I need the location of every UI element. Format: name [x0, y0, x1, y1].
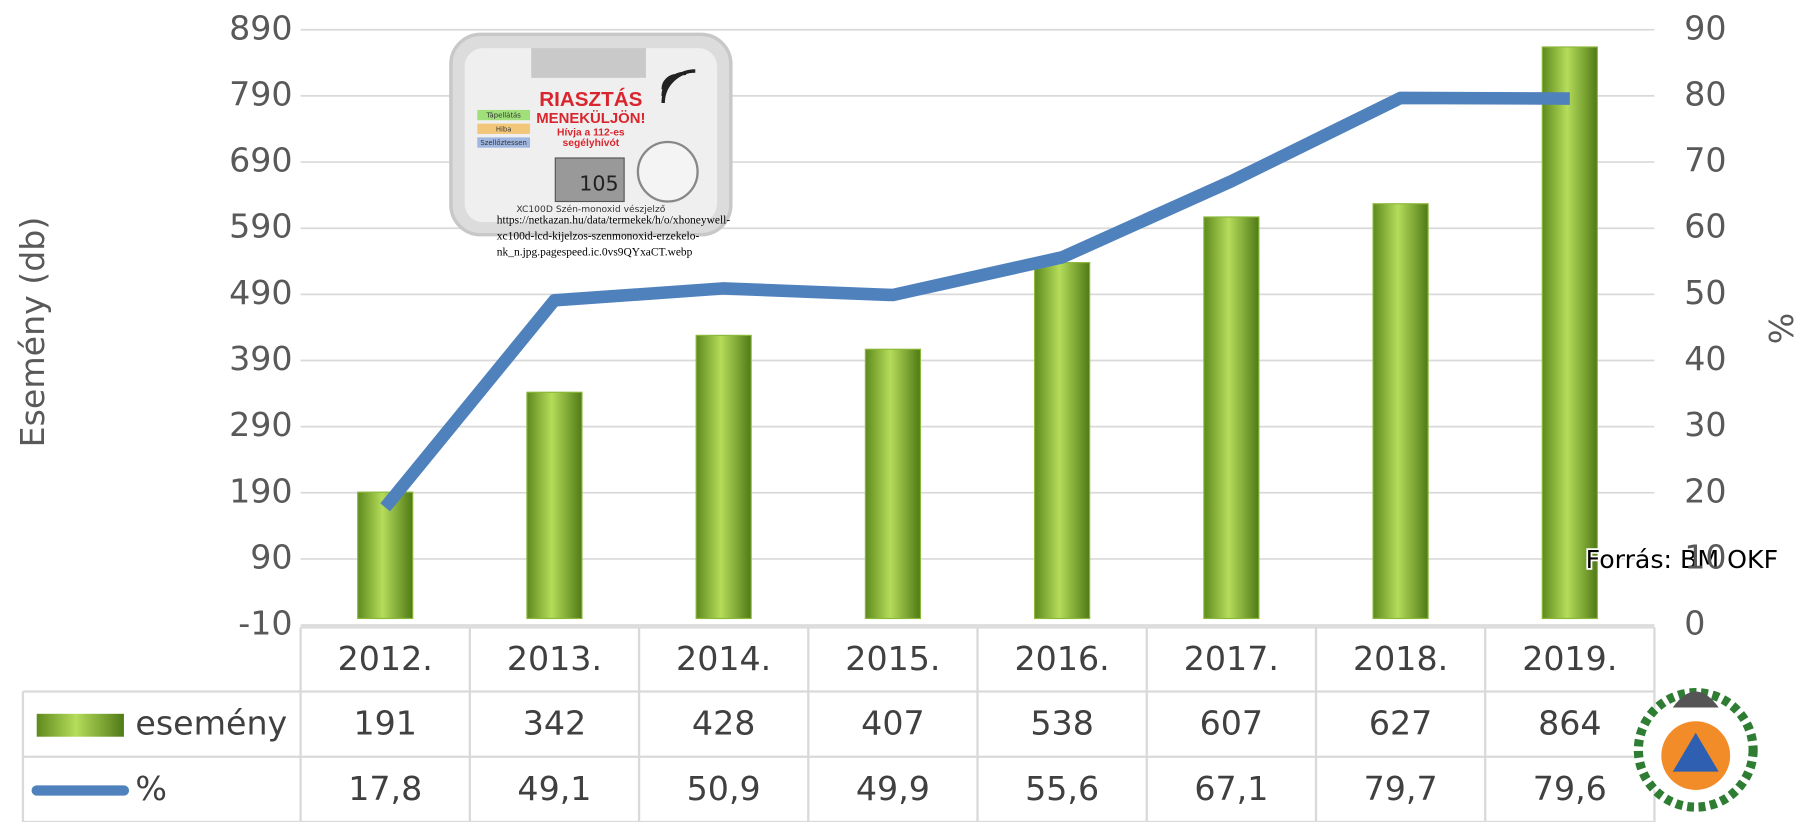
- bar: [1541, 46, 1598, 620]
- table-value: 67,1: [1194, 769, 1268, 808]
- table-value: 407: [861, 704, 924, 743]
- legend-key: [36, 713, 124, 737]
- table-value: 55,6: [1025, 769, 1099, 808]
- bar: [1372, 203, 1429, 620]
- image-text: RIASZTÁS: [539, 88, 642, 111]
- y-tick-label: 890: [229, 8, 292, 47]
- y2-tick-label: 0: [1684, 604, 1705, 643]
- table-value: 607: [1200, 704, 1263, 743]
- source-note: Forrás: BM OKF: [1586, 545, 1779, 574]
- y-axis-title: Esemény (db): [13, 217, 52, 448]
- image-text: MENEKÜLJÖN!: [536, 110, 645, 127]
- y-tick-label: 90: [250, 537, 292, 576]
- table-value: 79,6: [1533, 769, 1607, 808]
- table-value: 342: [523, 704, 586, 743]
- y-tick-label: 390: [229, 339, 292, 378]
- product-image: RIASZTÁS MENEKÜLJÖN! Hívja a 112-es segé…: [449, 32, 733, 259]
- image-url: xc100d-lcd-kijelzos-szenmonoxid-erzekelo…: [497, 231, 700, 243]
- marks: [357, 46, 1598, 620]
- y-tick-label: 490: [229, 273, 292, 312]
- x-tick-label: 2019.: [1522, 639, 1617, 678]
- y2-tick-label: 80: [1684, 74, 1726, 113]
- y2-tick-label: 10: [1684, 537, 1726, 576]
- image-text: Tápellátás: [485, 112, 521, 120]
- image-url: https://netkazan.hu/data/termekek/h/o/xh…: [497, 215, 731, 227]
- legend-label: %: [135, 769, 167, 808]
- bar: [1034, 262, 1091, 620]
- bar: [357, 491, 414, 620]
- x-tick-label: 2017.: [1184, 639, 1279, 678]
- y2-tick-label: 60: [1684, 207, 1726, 246]
- bar: [695, 334, 752, 620]
- logo: [1633, 688, 1758, 812]
- bar: [1203, 216, 1260, 620]
- bar: [864, 348, 922, 620]
- y2-tick-label: 50: [1684, 273, 1726, 312]
- x-tick-label: 2016.: [1015, 639, 1110, 678]
- x-tick-label: 2018.: [1353, 639, 1448, 678]
- x-tick-label: 2012.: [338, 639, 433, 678]
- y-tick-label: 190: [229, 471, 292, 510]
- table-value: 49,1: [517, 769, 591, 808]
- y2-tick-label: 20: [1684, 471, 1726, 510]
- y-tick-label: 590: [229, 207, 292, 246]
- table-value: 79,7: [1364, 769, 1438, 808]
- image-text: Hiba: [496, 125, 512, 133]
- x-tick-label: 2015.: [845, 639, 940, 678]
- y-tick-label: -10: [238, 604, 292, 643]
- image-text: Hívja a 112-es: [557, 128, 625, 139]
- image-url: nk_n.jpg.pagespeed.ic.0vs9QYxaCT.webp: [497, 247, 693, 259]
- y-tick-label: 790: [229, 74, 292, 113]
- y2-tick-label: 90: [1684, 8, 1726, 47]
- bar: [526, 391, 583, 620]
- table-value: 864: [1538, 704, 1601, 743]
- table-value: 191: [353, 704, 416, 743]
- image-text: 105: [579, 171, 618, 195]
- image-caption: XC100D Szén-monoxid vészjelző: [516, 204, 665, 215]
- table-value: 538: [1030, 704, 1093, 743]
- table-value: 49,9: [856, 769, 930, 808]
- y2-axis-title: %: [1761, 313, 1799, 345]
- table-value: 627: [1369, 704, 1432, 743]
- table-value: 17,8: [348, 769, 422, 808]
- y2-tick-label: 70: [1684, 141, 1726, 180]
- x-tick-label: 2014.: [676, 639, 771, 678]
- line: [380, 91, 1570, 512]
- table-value: 50,9: [687, 769, 761, 808]
- table-value: 428: [692, 704, 755, 743]
- y2-tick-label: 30: [1684, 405, 1726, 444]
- x-tick-label: 2013.: [507, 639, 602, 678]
- legend-label: esemény: [135, 704, 287, 743]
- y-tick-label: 690: [229, 141, 292, 180]
- image-text: segélyhívót: [563, 138, 620, 149]
- image-text: Szellőztessen: [480, 138, 526, 147]
- y-tick-label: 290: [229, 405, 292, 444]
- y2-tick-label: 40: [1684, 339, 1726, 378]
